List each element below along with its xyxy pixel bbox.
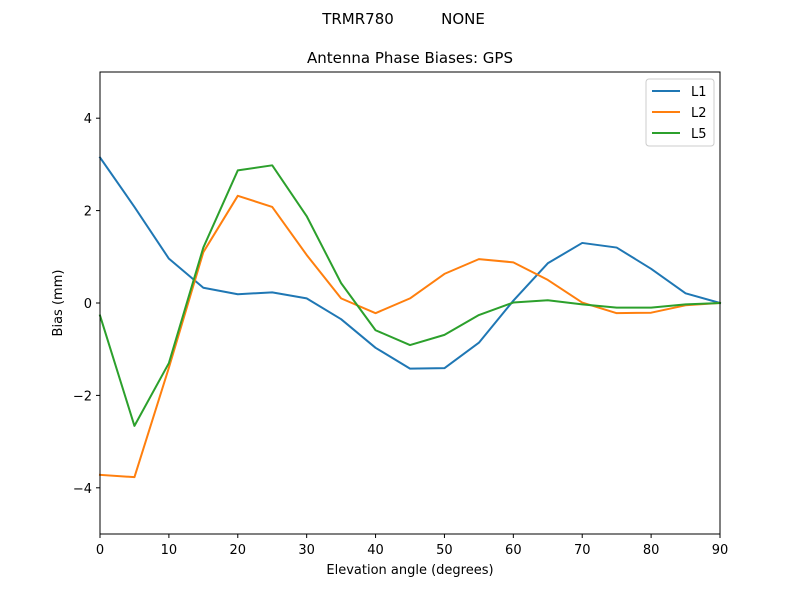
series-line-l5: [98, 164, 722, 427]
chart-title: Antenna Phase Biases: GPS: [307, 49, 513, 67]
suptitle-radome: NONE: [441, 10, 485, 28]
x-tick-label: 10: [161, 543, 178, 558]
legend-label-l1: L1: [691, 85, 707, 100]
x-tick-label: 20: [230, 543, 247, 558]
series-line-l2: [98, 194, 722, 479]
x-tick-label: 30: [298, 543, 315, 558]
y-tick-label: −4: [73, 482, 92, 497]
x-tick-label: 90: [712, 543, 729, 558]
x-ticks: 0 10 20 30 40 50 60 70 80 90: [96, 534, 728, 558]
y-tick-label: 0: [84, 297, 92, 312]
y-ticks: −4 −2 0 2 4: [73, 112, 100, 497]
plot-frame: [99, 71, 721, 535]
legend-label-l2: L2: [691, 106, 707, 121]
x-tick-label: 80: [643, 543, 660, 558]
x-tick-label: 40: [367, 543, 384, 558]
legend: L1 L2 L5: [645, 78, 715, 147]
x-tick-label: 0: [96, 543, 104, 558]
y-tick-label: −2: [73, 389, 92, 404]
y-tick-label: 4: [84, 112, 92, 127]
legend-label-l5: L5: [691, 127, 707, 142]
y-tick-label: 2: [84, 205, 92, 220]
x-tick-label: 70: [574, 543, 591, 558]
series-lines: [98, 156, 722, 479]
y-axis-label: Bias (mm): [51, 270, 66, 337]
suptitle-antenna: TRMR780: [321, 10, 394, 28]
x-axis-label: Elevation angle (degrees): [326, 563, 493, 578]
x-tick-label: 50: [436, 543, 453, 558]
x-tick-label: 60: [505, 543, 522, 558]
series-line-l1: [98, 156, 722, 370]
